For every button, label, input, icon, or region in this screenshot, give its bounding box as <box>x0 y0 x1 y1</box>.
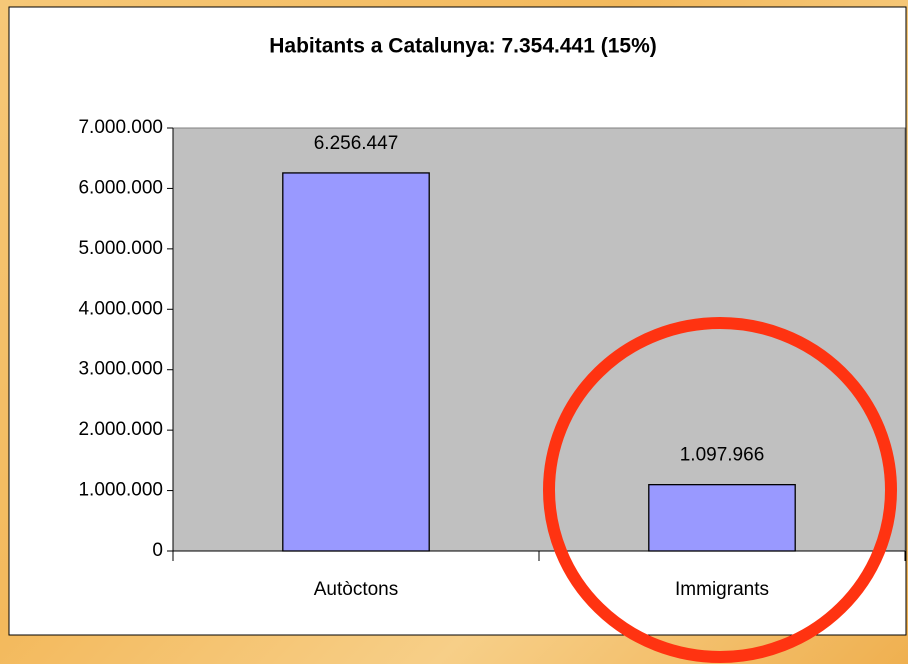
chart-title: Habitants a Catalunya: 7.354.441 (15%) <box>269 35 657 58</box>
y-tick-label: 4.000.000 <box>78 298 163 319</box>
x-tick-label: Autòctons <box>314 579 399 600</box>
y-tick-label: 6.000.000 <box>78 177 163 198</box>
y-tick-label: 7.000.000 <box>78 117 163 138</box>
bar <box>282 172 430 552</box>
bar <box>648 484 796 552</box>
marks: 0 1.000.000 2.000.000 3.000.000 4.000.000 5.0… <box>78 117 906 600</box>
y-tick-label: 2.000.000 <box>78 419 163 440</box>
data-label: 6.256.447 <box>314 133 399 154</box>
highlight-circle <box>543 317 897 663</box>
data-label: 1.097.966 <box>680 445 765 466</box>
x-tick-label: Immigrants <box>675 579 769 600</box>
y-tick-label: 5.000.000 <box>78 238 163 259</box>
y-tick-label: 1.000.000 <box>78 480 163 501</box>
y-tick-label: 0 <box>152 540 163 561</box>
y-tick-label: 3.000.000 <box>78 359 163 380</box>
